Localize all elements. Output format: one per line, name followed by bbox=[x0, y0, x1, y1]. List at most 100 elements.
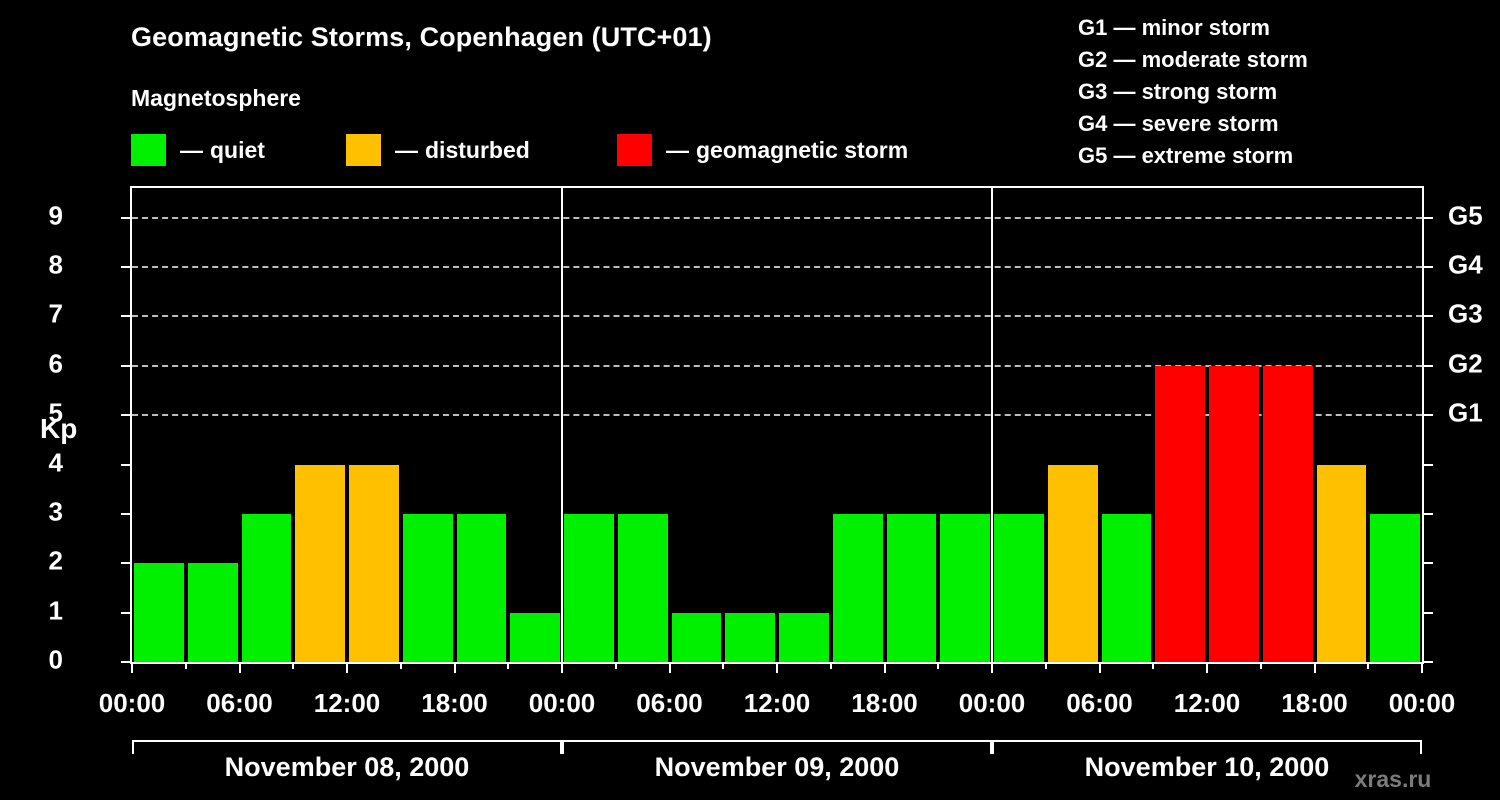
x-tick-minor-39 bbox=[829, 662, 832, 669]
x-axis-label-10: 12:00 bbox=[1173, 688, 1241, 718]
y-axis-title: Kp bbox=[40, 413, 78, 444]
x-tick-2 bbox=[346, 662, 348, 673]
bar-kp bbox=[994, 513, 1044, 662]
x-tick-0 bbox=[131, 662, 133, 673]
g-scale-row-4: G4 — severe storm bbox=[1078, 111, 1279, 136]
y-tick-right-2 bbox=[1422, 562, 1433, 565]
y-axis-label-0: 0 bbox=[48, 644, 63, 675]
x-tick-minor-15 bbox=[399, 662, 402, 669]
x-tick-minor-57 bbox=[1152, 662, 1155, 669]
bar-kp bbox=[725, 612, 775, 662]
g-scale-row-5: G5 — extreme storm bbox=[1078, 143, 1294, 168]
legend-entry-geomagnetic-storm: — geomagnetic storm bbox=[617, 133, 908, 167]
quiet-swatch bbox=[131, 134, 166, 166]
y-tick-right-8 bbox=[1422, 266, 1433, 268]
g-axis-label-G3: G3 bbox=[1448, 298, 1483, 329]
gridline-kp-6 bbox=[132, 364, 1422, 367]
bar-kp bbox=[402, 513, 453, 662]
y-tick-right-3 bbox=[1422, 512, 1433, 515]
watermark: xras.ru bbox=[1354, 766, 1432, 792]
x-tick-3 bbox=[453, 662, 456, 673]
x-axis-label-5: 06:00 bbox=[636, 688, 703, 718]
y-tick-left-2 bbox=[121, 562, 132, 565]
day-separator-2 bbox=[991, 188, 993, 662]
bar-kp bbox=[940, 513, 990, 662]
g-scale-row-3: G3 — strong storm bbox=[1078, 79, 1278, 104]
x-tick-4 bbox=[561, 662, 563, 673]
x-tick-6 bbox=[776, 662, 778, 673]
x-tick-8 bbox=[991, 662, 993, 673]
bar-kp bbox=[349, 464, 399, 662]
legend-entry-disturbed: — disturbed bbox=[346, 133, 530, 167]
day-bracket-1 bbox=[132, 740, 562, 754]
y-tick-right-4 bbox=[1422, 463, 1433, 466]
x-tick-minor-21 bbox=[507, 662, 510, 669]
x-axis-label-4: 00:00 bbox=[528, 688, 596, 718]
bar-kp bbox=[187, 563, 238, 662]
x-axis-label-2: 12:00 bbox=[313, 688, 381, 718]
bar-kp bbox=[295, 464, 345, 662]
chart-plot-inner bbox=[121, 188, 1433, 673]
disturbed-swatch bbox=[346, 134, 381, 166]
y-tick-left-7 bbox=[121, 315, 132, 318]
legend-entry-quiet: — quiet bbox=[131, 133, 265, 167]
bar-kp bbox=[1262, 365, 1313, 662]
gridline-kp-9 bbox=[132, 216, 1422, 219]
y-tick-right-0 bbox=[1422, 661, 1433, 663]
y-axis-label-5: 5 bbox=[48, 397, 63, 428]
y-tick-left-1 bbox=[121, 611, 132, 614]
bar-kp bbox=[510, 612, 560, 662]
x-tick-1 bbox=[238, 662, 241, 673]
y-tick-left-6 bbox=[121, 364, 132, 367]
x-axis-label-6: 12:00 bbox=[743, 688, 811, 718]
x-tick-5 bbox=[668, 662, 671, 673]
y-tick-right-1 bbox=[1422, 611, 1433, 614]
y-axis-label-7: 7 bbox=[48, 298, 63, 329]
g-axis-label-G1: G1 bbox=[1448, 397, 1483, 428]
x-tick-minor-9 bbox=[292, 662, 295, 669]
y-axis-label-3: 3 bbox=[48, 496, 63, 527]
legend-dash: — bbox=[395, 136, 418, 163]
gridline-kp-5 bbox=[132, 414, 1422, 417]
legend-label: geomagnetic storm bbox=[696, 136, 909, 163]
bar-kp bbox=[241, 513, 292, 662]
y-tick-right-7 bbox=[1422, 315, 1433, 318]
legend-label: quiet bbox=[210, 136, 265, 163]
y-axis-label-9: 9 bbox=[48, 200, 63, 231]
legend-label: disturbed bbox=[425, 136, 530, 163]
g-axis-label-G2: G2 bbox=[1448, 348, 1483, 379]
y-axis-label-6: 6 bbox=[48, 348, 63, 379]
bar-kp bbox=[617, 513, 668, 662]
x-axis-label-7: 18:00 bbox=[851, 688, 918, 718]
y-tick-left-8 bbox=[121, 266, 132, 268]
bar-kp bbox=[671, 612, 722, 662]
x-tick-minor-51 bbox=[1044, 662, 1047, 669]
y-tick-left-0 bbox=[121, 661, 132, 663]
bar-kp bbox=[1209, 365, 1259, 662]
legend-dash: — bbox=[666, 136, 689, 163]
y-tick-right-9 bbox=[1422, 216, 1433, 219]
day-caption-2: November 09, 2000 bbox=[654, 752, 900, 782]
x-axis-label-1: 06:00 bbox=[206, 688, 273, 718]
x-tick-minor-45 bbox=[937, 662, 940, 669]
y-tick-right-5 bbox=[1422, 414, 1433, 417]
x-tick-10 bbox=[1206, 662, 1208, 673]
g-scale-legend: G1 — minor storm G2 — moderate storm G3 — … bbox=[1078, 12, 1308, 172]
x-axis-label-11: 18:00 bbox=[1281, 688, 1348, 718]
bar-kp bbox=[456, 513, 507, 662]
x-tick-9 bbox=[1098, 662, 1101, 673]
bar-kp bbox=[1370, 513, 1420, 662]
y-axis-label-1: 1 bbox=[48, 595, 63, 626]
day-bracket-3 bbox=[992, 740, 1422, 754]
g-scale-row-1: G1 — minor storm bbox=[1078, 15, 1270, 40]
day-caption-3: November 10, 2000 bbox=[1084, 752, 1330, 782]
y-tick-left-9 bbox=[121, 216, 132, 219]
y-axis-label-2: 2 bbox=[48, 545, 63, 576]
x-axis-label-8: 00:00 bbox=[958, 688, 1026, 718]
y-tick-left-5 bbox=[121, 414, 132, 417]
x-tick-minor-27 bbox=[614, 662, 617, 669]
g-axis-label-G4: G4 bbox=[1448, 249, 1483, 280]
y-tick-left-4 bbox=[121, 463, 132, 466]
bar-kp bbox=[1047, 464, 1098, 662]
gridline-kp-8 bbox=[132, 266, 1422, 268]
